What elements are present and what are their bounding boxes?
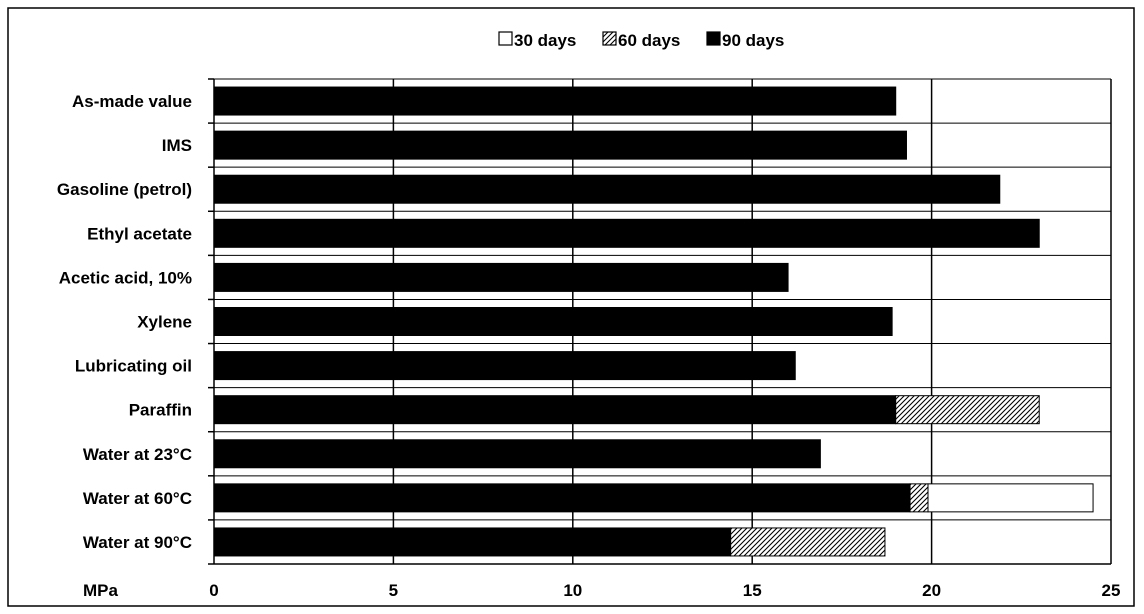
legend-label: 60 days [618,31,680,50]
bars [213,86,1094,557]
category-label: As-made value [72,92,192,111]
bar-90-days [213,351,796,381]
legend-swatch-30-days [498,31,513,46]
bar-90-days [213,527,732,557]
x-axis-ticks: 0 5 10 15 20 25 [209,581,1120,600]
legend-swatch-60-days [602,31,617,46]
bar-60-days [730,527,886,557]
category-label: Water at 60°C [83,489,192,508]
legend: 30 days 60 days 90 days [498,31,784,50]
category-label: Acetic acid, 10% [59,268,192,287]
x-tick-label: 10 [563,581,582,600]
category-label: IMS [162,136,192,155]
grid [208,78,1112,565]
bar-90-days [213,130,907,160]
x-tick-label: 5 [389,581,398,600]
bar-90-days [213,218,1040,248]
legend-label: 30 days [514,31,576,50]
category-labels: As-made value IMS Gasoline (petrol) Ethyl a… [57,92,192,552]
category-label: Lubricating oil [75,357,192,376]
bar-90-days [213,395,897,425]
x-axis-label: MPa [83,581,119,600]
x-tick-label: 20 [922,581,941,600]
bar-30-days [927,483,1094,513]
legend-swatch-90-days [706,31,721,46]
bar-90-days [213,262,789,292]
bar-90-days [213,439,821,469]
bar-60-days [895,395,1040,425]
legend-label: 90 days [722,31,784,50]
category-label: Paraffin [129,401,192,420]
bar-90-days [213,307,893,336]
category-label: Water at 23°C [83,445,192,464]
x-tick-label: 25 [1102,581,1121,600]
category-label: Ethyl acetate [87,224,192,243]
category-label: Xylene [137,313,192,332]
x-tick-label: 0 [209,581,218,600]
category-label: Water at 90°C [83,533,192,552]
bar-90-days [213,483,911,513]
bar-60-days [909,483,929,513]
x-tick-label: 15 [743,581,762,600]
category-label: Gasoline (petrol) [57,180,192,199]
bar-90-days [213,86,897,116]
bar-90-days [213,174,1001,204]
